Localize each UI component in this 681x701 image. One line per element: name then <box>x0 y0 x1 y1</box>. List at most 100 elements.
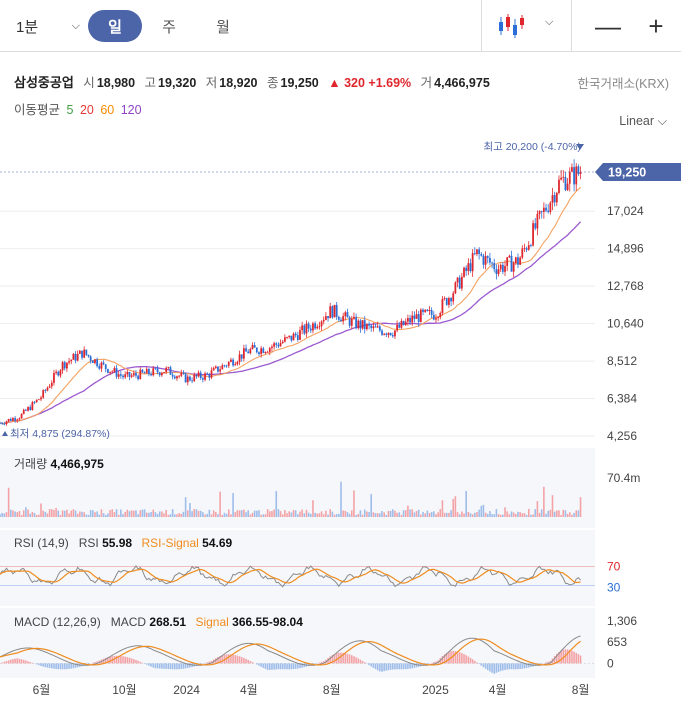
volume-bar <box>243 509 245 517</box>
candle-body <box>579 172 582 174</box>
volume-bar <box>532 514 534 517</box>
volume-bar <box>92 510 94 517</box>
candle-body <box>322 319 325 322</box>
candle-body <box>100 362 103 369</box>
candle-body <box>16 419 19 421</box>
volume-bar <box>383 512 385 517</box>
volume-bar <box>314 512 316 517</box>
macd-histogram-bar <box>145 663 148 665</box>
candle-body <box>283 337 286 342</box>
macd-histogram-bar <box>381 663 383 672</box>
macd-histogram-bar <box>158 663 161 669</box>
volume-bar <box>454 496 457 517</box>
candle-body <box>158 372 161 376</box>
volume-bar <box>333 514 336 517</box>
volume-bar <box>87 514 90 517</box>
zoom-in-button[interactable]: + <box>648 10 664 41</box>
candle-body <box>555 192 558 203</box>
volume-bar <box>504 507 506 517</box>
volume-bar <box>38 514 40 517</box>
volume-bar <box>273 509 275 517</box>
macd-histogram-bar <box>165 663 167 669</box>
rsi-level-70-label: 70 <box>607 559 621 573</box>
candle-body <box>173 376 176 379</box>
macd-value: 268.51 <box>149 615 187 629</box>
volume-bar <box>20 514 23 517</box>
macd-histogram-bar <box>396 663 398 670</box>
volume-bar <box>94 512 96 517</box>
volume-bar <box>348 513 351 517</box>
scale-select[interactable]: Linear ⌵ <box>619 114 667 129</box>
volume-bar <box>443 512 446 517</box>
candle-body <box>370 325 373 329</box>
ma120-label: 120 <box>120 103 142 117</box>
macd-histogram-bar <box>568 649 571 664</box>
candle-body <box>566 183 569 191</box>
volume-bar <box>12 510 14 517</box>
candle-body <box>273 343 275 347</box>
volume-bar <box>478 509 480 517</box>
volume-bar <box>154 512 157 517</box>
candle-body <box>452 293 455 302</box>
candlestick-icon[interactable] <box>497 13 525 39</box>
macd-histogram-bar <box>430 662 433 664</box>
macd-histogram-bar <box>20 659 23 664</box>
candle-body <box>422 309 424 312</box>
timeframe-select[interactable]: 1분 ⌵ <box>16 12 80 40</box>
candle-body <box>426 309 429 312</box>
chevron-down-icon[interactable]: ⌵ <box>545 16 554 28</box>
period-tab-week[interactable]: 주 <box>162 18 176 36</box>
volume-bar <box>256 510 258 517</box>
candle-body <box>473 253 476 255</box>
candle-body <box>512 263 515 272</box>
candle-body <box>568 171 571 184</box>
candle-body <box>117 374 120 377</box>
candle-body <box>18 418 21 420</box>
volume-bar <box>301 509 303 517</box>
candle-body <box>458 277 461 289</box>
volume-bar <box>374 513 377 517</box>
volume-bar <box>370 494 373 517</box>
macd-histogram-bar <box>456 651 459 664</box>
period-tab-day[interactable]: 일 <box>88 10 142 42</box>
candle-body <box>128 372 131 377</box>
macd-histogram-bar <box>335 653 338 664</box>
candle-body <box>320 321 323 327</box>
macd-histogram-bar <box>523 663 526 669</box>
volume-bar <box>25 507 27 517</box>
macd-histogram-bar <box>508 663 511 670</box>
candle-body <box>400 320 403 328</box>
candle-body <box>66 362 68 369</box>
macd-histogram-bar <box>98 660 101 664</box>
zoom-out-button[interactable]: — <box>595 10 621 41</box>
macd-path <box>0 635 581 666</box>
volume-bar <box>275 491 278 517</box>
candle-body <box>290 335 293 341</box>
volume-bar <box>76 513 79 517</box>
candle-body <box>180 372 183 376</box>
volume-bar <box>195 509 198 517</box>
macd-histogram-bar <box>35 663 38 665</box>
moving-average-legend[interactable]: 이동평균 5 20 60 120 <box>14 99 142 118</box>
macd-histogram-bar <box>249 661 252 664</box>
candle-body <box>281 341 284 343</box>
macd-histogram-bar <box>320 661 323 664</box>
macd-histogram-bar <box>415 663 418 668</box>
macd-histogram-bar <box>18 658 21 664</box>
exchange-label: 한국거래소(KRX) <box>577 77 669 91</box>
volume-bar <box>68 513 70 517</box>
volume-bar <box>344 510 347 517</box>
volume-bar <box>573 512 575 517</box>
macd-histogram-bar <box>247 659 249 664</box>
period-tab-month[interactable]: 월 <box>216 18 230 36</box>
volume-bar <box>189 503 191 517</box>
macd-histogram-bar <box>256 663 258 665</box>
candle-body <box>132 373 135 376</box>
rsi-signal-label: RSI-Signal <box>141 536 199 550</box>
candle-body <box>365 324 368 330</box>
macd-histogram-bar <box>46 663 49 668</box>
macd-histogram-bar <box>53 663 55 669</box>
volume-bar <box>130 510 133 517</box>
macd-histogram-bar <box>150 663 152 667</box>
